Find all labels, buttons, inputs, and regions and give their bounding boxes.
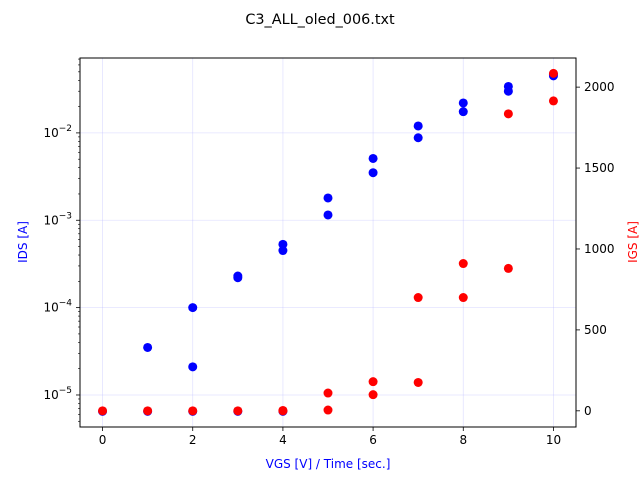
left-tick-label: 10−2 <box>43 124 72 140</box>
x-tick-label: 0 <box>99 433 107 447</box>
right-axis-ticks: 0 500 1000 1500 2000 <box>576 80 615 418</box>
right-axis-label: IGS [A] <box>626 221 640 263</box>
ids-point <box>323 210 333 220</box>
left-tick-label: 10−4 <box>43 299 72 315</box>
left-tick-label: 10−5 <box>43 386 72 402</box>
igs-point <box>368 377 378 387</box>
ids-point <box>188 362 198 372</box>
ids-point <box>458 98 468 108</box>
igs-point <box>413 293 423 303</box>
igs-point <box>98 406 108 416</box>
x-axis-ticks: 0 2 4 6 8 10 <box>99 427 561 447</box>
chart-title: C3_ALL_oled_006.txt <box>245 12 395 28</box>
x-axis-label: VGS [V] / Time [sec.] <box>266 457 391 471</box>
right-tick-label: 1500 <box>584 161 615 175</box>
ids-point <box>143 342 153 352</box>
ids-point <box>413 133 423 143</box>
ids-point <box>233 271 243 281</box>
x-tick-label: 2 <box>189 433 197 447</box>
igs-point <box>548 68 558 78</box>
right-tick-label: 2000 <box>584 80 615 94</box>
x-tick-label: 6 <box>369 433 377 447</box>
left-tick-label: 10−3 <box>43 211 72 227</box>
ids-point <box>368 168 378 178</box>
igs-point <box>548 96 558 106</box>
ids-point <box>278 239 288 249</box>
ids-point <box>503 81 513 91</box>
igs-point <box>503 263 513 273</box>
igs-point <box>143 406 153 416</box>
igs-point <box>458 259 468 269</box>
ids-point <box>278 246 288 256</box>
igs-point <box>188 406 198 416</box>
ids-point <box>368 153 378 163</box>
igs-point <box>233 406 243 416</box>
igs-point <box>458 293 468 303</box>
ids-point <box>458 107 468 117</box>
x-tick-label: 4 <box>279 433 287 447</box>
igs-point <box>323 405 333 415</box>
x-tick-label: 10 <box>546 433 561 447</box>
ids-point <box>188 303 198 313</box>
ids-point <box>323 193 333 203</box>
igs-point <box>413 377 423 387</box>
grid-lines <box>80 58 576 427</box>
plot-frame <box>79 57 577 428</box>
igs-point <box>503 109 513 119</box>
right-tick-label: 0 <box>584 404 592 418</box>
ids-point <box>413 121 423 131</box>
right-tick-label: 1000 <box>584 242 615 256</box>
right-tick-label: 500 <box>584 323 607 337</box>
igs-point <box>323 388 333 398</box>
igs-point <box>278 405 288 415</box>
x-tick-label: 8 <box>459 433 467 447</box>
left-axis-ticks: 10−5 10−4 10−3 10−2 <box>43 58 80 422</box>
igs-point <box>368 390 378 400</box>
left-axis-label: IDS [A] <box>16 221 30 263</box>
data-points <box>98 68 558 416</box>
